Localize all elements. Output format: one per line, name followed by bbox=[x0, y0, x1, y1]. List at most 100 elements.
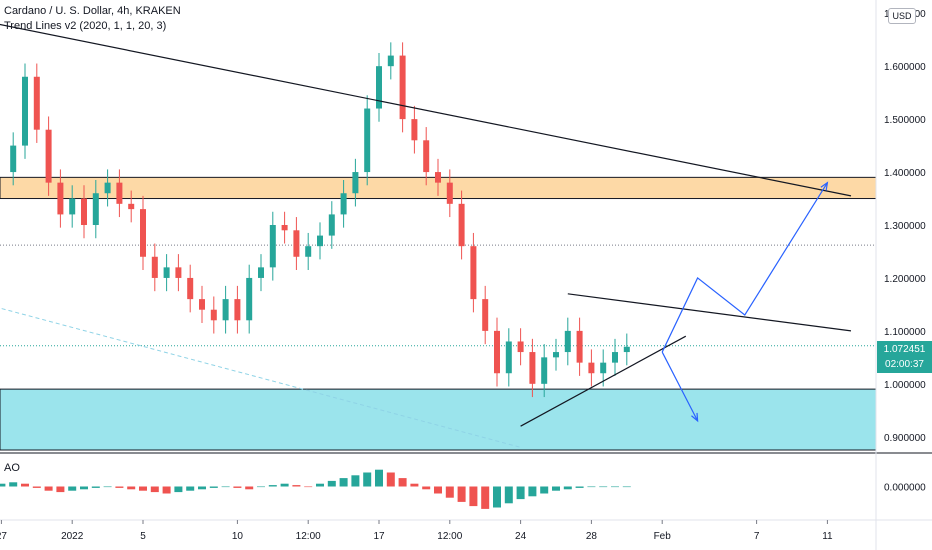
projection-down-arrow-head bbox=[691, 412, 699, 423]
ao-bar bbox=[56, 486, 65, 493]
ao-bar bbox=[245, 486, 254, 490]
candle-body bbox=[376, 66, 382, 109]
candle-body bbox=[553, 352, 559, 358]
candle-body bbox=[399, 55, 406, 120]
candle-body bbox=[364, 108, 371, 173]
ao-bar bbox=[9, 482, 18, 487]
candle-body bbox=[352, 172, 359, 194]
candle-body bbox=[140, 209, 146, 257]
ao-bar bbox=[481, 486, 490, 509]
x-tick-label: Feb bbox=[654, 531, 672, 542]
candle-body bbox=[163, 267, 170, 278]
candle-body bbox=[293, 230, 300, 257]
candle-body bbox=[33, 76, 40, 130]
candle-body bbox=[104, 182, 111, 194]
ao-bar bbox=[575, 486, 584, 488]
y-tick-label: 1.600000 bbox=[884, 62, 926, 73]
ao-bar bbox=[186, 486, 195, 491]
candle-body bbox=[305, 246, 312, 257]
candle-body bbox=[116, 182, 123, 204]
ao-bar bbox=[563, 486, 572, 490]
candle-body bbox=[281, 225, 288, 231]
ao-bar bbox=[44, 486, 53, 491]
y-tick-label: 1.100000 bbox=[884, 327, 926, 338]
candle-body bbox=[387, 55, 394, 67]
ao-bar bbox=[504, 486, 513, 504]
symbol-title: Cardano / U. S. Dollar, 4h, KRAKEN bbox=[4, 5, 181, 17]
ao-label: AO bbox=[4, 462, 20, 474]
last-price-tag: 1.072451 02:00:37 bbox=[877, 341, 932, 373]
x-tick-label: 28 bbox=[586, 531, 598, 542]
last-price-countdown: 02:00:37 bbox=[885, 359, 924, 370]
candle-body bbox=[541, 357, 548, 384]
ao-bar bbox=[398, 478, 407, 487]
currency-badge[interactable]: USD bbox=[888, 8, 916, 24]
x-tick-label: 10 bbox=[232, 531, 244, 542]
ao-bar bbox=[91, 486, 100, 488]
y-tick-label: 1.500000 bbox=[884, 115, 926, 126]
candle-body bbox=[151, 256, 158, 278]
candle-body bbox=[423, 140, 430, 173]
x-tick-label: 7 bbox=[754, 531, 760, 542]
candle-body bbox=[45, 129, 52, 183]
x-tick-label: 11 bbox=[822, 531, 833, 542]
ao-bar bbox=[150, 486, 159, 493]
candle-body bbox=[470, 246, 477, 300]
ao-bar bbox=[268, 485, 277, 487]
ao-bar bbox=[363, 472, 372, 487]
ao-bar bbox=[198, 486, 206, 490]
ao-bar bbox=[410, 483, 419, 487]
support-zone bbox=[0, 388, 877, 451]
candle-body bbox=[81, 198, 87, 225]
ao-bar bbox=[622, 486, 631, 488]
ao-bar bbox=[292, 485, 301, 487]
candle-body bbox=[588, 362, 595, 374]
ao-bar bbox=[552, 486, 560, 491]
candle-body bbox=[529, 352, 536, 384]
candle-body bbox=[328, 214, 335, 236]
ao-bar bbox=[127, 486, 136, 490]
ao-bar bbox=[351, 475, 360, 487]
ao-bar bbox=[162, 486, 171, 494]
candle-body bbox=[340, 193, 347, 215]
candle-body bbox=[128, 203, 135, 210]
ao-bar bbox=[457, 486, 466, 502]
ao-bar bbox=[304, 486, 313, 488]
candle-body bbox=[517, 341, 524, 353]
x-tick-label: 12:00 bbox=[296, 531, 321, 542]
trend-line bbox=[520, 335, 687, 427]
candle-body bbox=[612, 352, 618, 363]
ao-bar bbox=[422, 486, 431, 490]
candle-body bbox=[494, 330, 500, 374]
candle-body bbox=[317, 235, 323, 247]
trend-line bbox=[0, 23, 852, 197]
chart-legend: Cardano / U. S. Dollar, 4h, KRAKEN Trend… bbox=[4, 4, 181, 34]
ao-tick-label: 0.000000 bbox=[884, 483, 926, 494]
y-tick-label: 1.200000 bbox=[884, 274, 926, 285]
ao-bar bbox=[280, 483, 289, 487]
candle-body bbox=[10, 145, 17, 173]
ao-bar bbox=[257, 486, 265, 488]
ao-bar bbox=[115, 486, 124, 488]
dashed-trend-line bbox=[0, 307, 521, 448]
projection-up-arrow-head bbox=[820, 181, 829, 191]
candle-body bbox=[222, 299, 229, 321]
candle-body bbox=[22, 76, 28, 146]
candle-body bbox=[269, 225, 276, 268]
projection-down-arrow bbox=[661, 351, 699, 422]
ao-bar bbox=[445, 486, 454, 498]
ao-bar bbox=[493, 486, 501, 508]
y-tick-label: 1.300000 bbox=[884, 221, 926, 232]
x-tick-label: 17 bbox=[373, 531, 385, 542]
ao-bar bbox=[469, 486, 478, 507]
ao-bar bbox=[386, 472, 395, 487]
ao-bar bbox=[139, 486, 147, 491]
projection-up-arrow bbox=[661, 182, 828, 353]
last-price-value: 1.072451 bbox=[883, 344, 926, 355]
candle-body bbox=[600, 362, 607, 374]
candle-body bbox=[482, 299, 489, 331]
candle-body bbox=[199, 299, 205, 310]
x-tick-label: 12:00 bbox=[437, 531, 462, 542]
candle-body bbox=[57, 182, 64, 215]
